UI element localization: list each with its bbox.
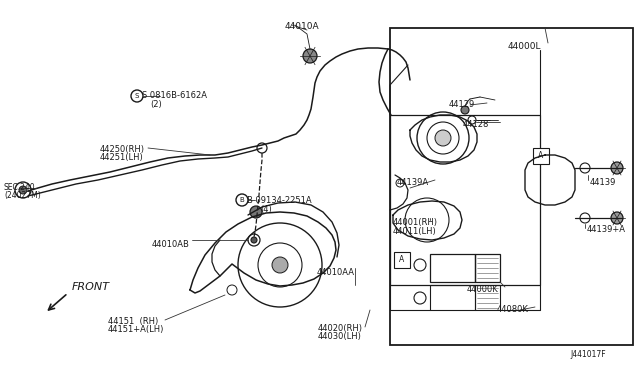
Text: A: A <box>538 151 543 160</box>
Text: 44251(LH): 44251(LH) <box>100 153 144 162</box>
Bar <box>390 28 633 345</box>
Text: SEC.240: SEC.240 <box>4 183 36 192</box>
Text: 44000L: 44000L <box>508 42 541 51</box>
Bar <box>430 285 475 310</box>
Bar <box>475 285 500 310</box>
Circle shape <box>251 237 257 243</box>
Bar <box>475 254 500 282</box>
Text: 44129: 44129 <box>449 100 476 109</box>
Circle shape <box>250 206 262 218</box>
Circle shape <box>19 186 27 194</box>
Bar <box>394 252 410 268</box>
Text: 44139+A: 44139+A <box>587 225 626 234</box>
Text: S 0816B-6162A: S 0816B-6162A <box>142 91 207 100</box>
Bar <box>533 148 549 164</box>
Text: FRONT: FRONT <box>72 282 110 292</box>
Bar <box>430 254 475 282</box>
Text: 44001(RH): 44001(RH) <box>393 218 438 227</box>
Text: B 09134-2251A: B 09134-2251A <box>247 196 312 205</box>
Text: J441017F: J441017F <box>570 350 605 359</box>
Text: (4): (4) <box>260 205 272 214</box>
Text: B: B <box>239 197 244 203</box>
Text: 44080K: 44080K <box>497 305 529 314</box>
Text: 44139A: 44139A <box>397 178 429 187</box>
Circle shape <box>611 212 623 224</box>
Circle shape <box>272 257 288 273</box>
Text: 44151+A(LH): 44151+A(LH) <box>108 325 164 334</box>
Text: 44010A: 44010A <box>285 22 319 31</box>
Circle shape <box>461 106 469 114</box>
Text: 44010AB: 44010AB <box>152 240 190 249</box>
Circle shape <box>435 130 451 146</box>
Text: 44000K: 44000K <box>467 285 499 294</box>
Circle shape <box>303 49 317 63</box>
Text: (2): (2) <box>150 100 162 109</box>
Text: 44011(LH): 44011(LH) <box>393 227 436 236</box>
Text: 44128: 44128 <box>463 120 490 129</box>
Text: 44151  (RH): 44151 (RH) <box>108 317 158 326</box>
Text: 44139: 44139 <box>590 178 616 187</box>
Text: 44030(LH): 44030(LH) <box>318 332 362 341</box>
Circle shape <box>611 162 623 174</box>
Text: (24027M): (24027M) <box>4 191 41 200</box>
Text: S: S <box>135 93 139 99</box>
Text: 44250(RH): 44250(RH) <box>100 145 145 154</box>
Text: A: A <box>399 256 404 264</box>
Text: 44010AA: 44010AA <box>317 268 355 277</box>
Text: 44020(RH): 44020(RH) <box>318 324 363 333</box>
Bar <box>390 115 540 285</box>
